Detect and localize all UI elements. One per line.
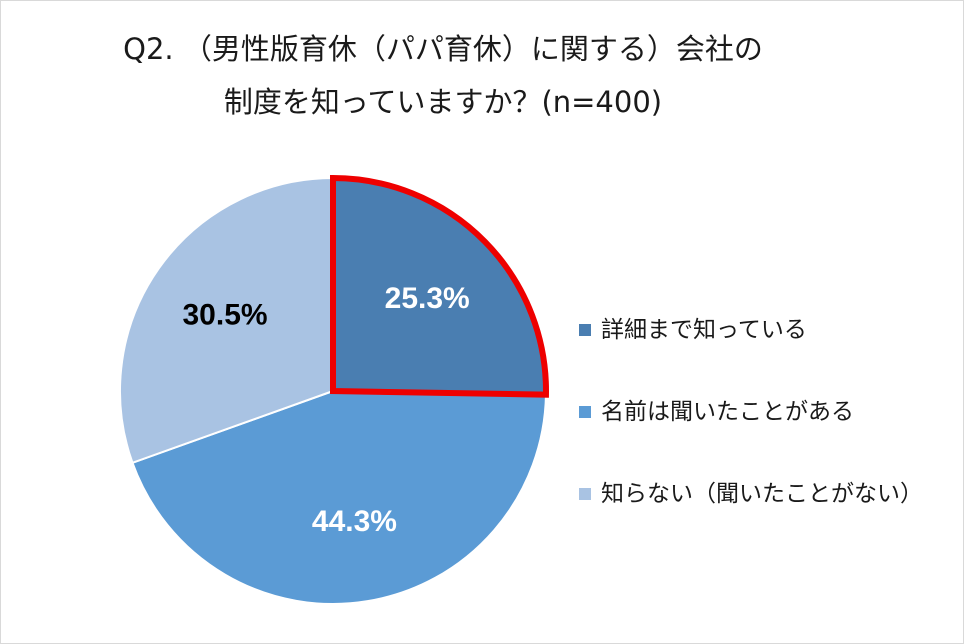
pie-slice-3 [119,176,334,465]
data-label-2: 44.3% [312,505,397,538]
pie-slices [119,176,547,605]
legend-label-2: 名前は聞いたことがある [601,399,854,425]
legend-label-3: 知らない（聞いたことがない） [601,481,923,507]
pie-data-labels: 25.3% 44.3% 30.5% [182,282,469,538]
highlight-outline [330,174,549,398]
chart-title-line-2: 制度を知っていますか？(n=400) [224,85,662,119]
data-label-1: 25.3% [385,282,470,315]
highlight-layer [330,174,549,398]
chart-title-line-1: Q2. （男性版育休（パパ育休）に関する）会社の [123,32,763,66]
legend-label-1: 詳細まで知っている [601,317,807,343]
legend-swatch-1 [579,324,591,336]
legend-swatch-3 [579,488,591,500]
data-label-3: 30.5% [182,298,267,331]
pie-slice-2 [131,389,547,605]
legend-swatch-2 [579,406,591,418]
